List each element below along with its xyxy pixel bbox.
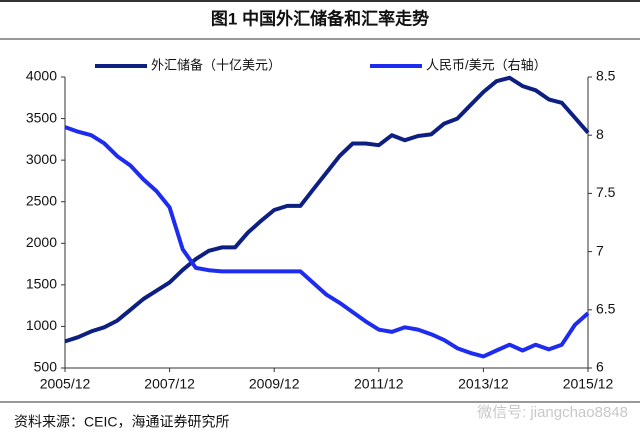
watermark: 微信号: jiangchao8848 (477, 404, 628, 421)
y2-tick-label: 6.5 (596, 301, 616, 317)
y2-tick-label: 7 (596, 242, 604, 258)
x-tick-label: 2015/12 (563, 376, 614, 392)
y-tick-label: 1500 (26, 276, 57, 292)
y-tick-label: 3500 (26, 109, 57, 125)
y-tick-label: 3000 (26, 151, 57, 167)
y-tick-label: 1000 (26, 317, 57, 333)
y-tick-label: 4000 (26, 68, 57, 84)
x-tick-label: 2007/12 (144, 376, 195, 392)
series-line (64, 75, 590, 344)
y2-tick-label: 6 (596, 359, 604, 375)
x-tick-label: 2011/12 (354, 376, 404, 392)
y2-tick-label: 7.5 (596, 184, 616, 200)
y-tick-label: 2500 (26, 192, 57, 208)
chart-title: 图1 中国外汇储备和汇率走势 (211, 8, 429, 28)
legend-label: 人民币/美元（右轴） (426, 57, 547, 72)
x-tick-label: 2009/12 (249, 376, 300, 392)
x-tick-label: 2005/12 (40, 376, 91, 392)
y2-tick-label: 8.5 (596, 68, 616, 84)
y-tick-label: 500 (34, 359, 58, 375)
x-tick-label: 2013/12 (458, 376, 509, 392)
series-line (64, 125, 590, 359)
y2-tick-label: 8 (596, 126, 604, 142)
legend-label: 外汇储备（十亿美元） (151, 57, 281, 72)
y-tick-label: 2000 (26, 234, 57, 250)
source: 资料来源：CEIC，海通证券研究所 (14, 414, 229, 430)
